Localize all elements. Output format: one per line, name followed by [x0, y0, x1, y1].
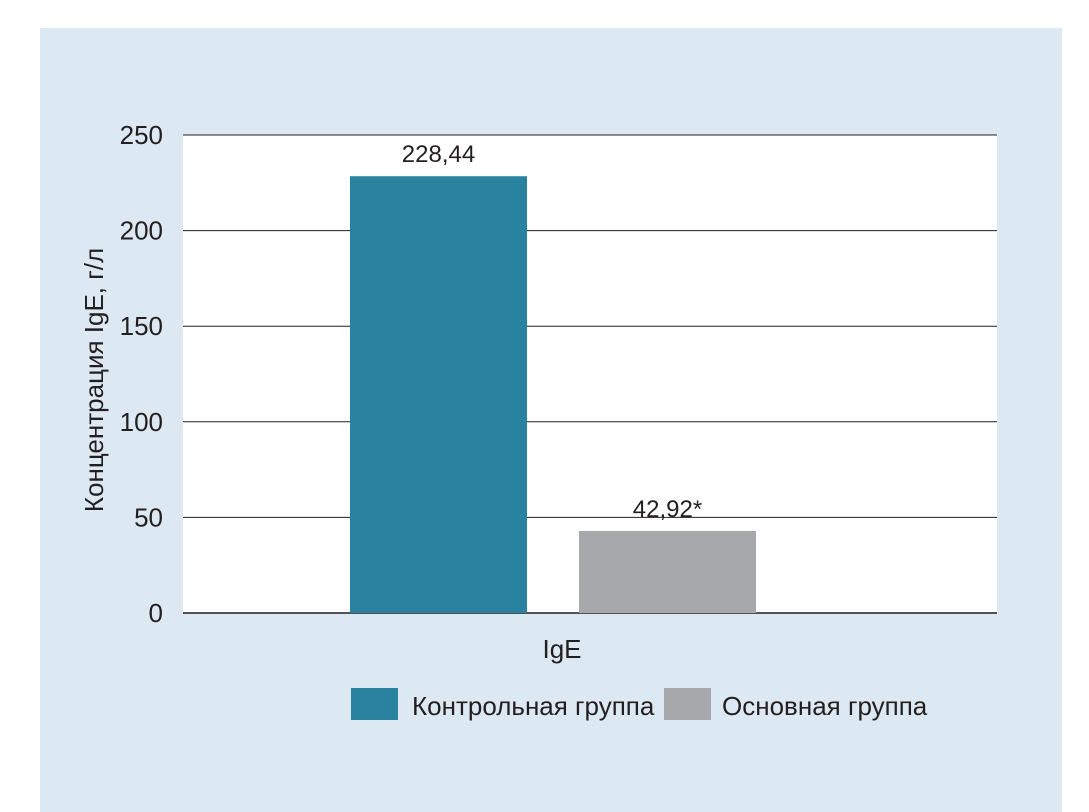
- bars: 228,44 42,92*: [350, 141, 756, 613]
- y-axis-title: Концентрация IgE, г/л: [79, 248, 109, 512]
- y-tick-label: 100: [120, 407, 163, 437]
- bar: [350, 176, 527, 613]
- y-tick-labels: 0 50 100 150 200 250: [120, 120, 163, 628]
- data-label: 42,92*: [633, 496, 702, 523]
- y-tick-label: 200: [120, 216, 163, 246]
- legend-label: Контрольная группа: [412, 691, 655, 721]
- y-tick-label: 0: [149, 598, 163, 628]
- legend-swatch: [664, 688, 711, 720]
- x-category-labels: IgE: [542, 634, 581, 664]
- bar: [579, 530, 756, 613]
- y-tick-label: 50: [134, 502, 163, 532]
- y-tick-label: 250: [120, 120, 163, 150]
- data-label: 228,44: [402, 141, 475, 168]
- legend-swatch: [351, 688, 398, 720]
- legend: Контрольная группа Основная группа: [351, 688, 928, 721]
- x-category-label: IgE: [542, 634, 581, 664]
- legend-label: Основная группа: [722, 691, 928, 721]
- y-tick-label: 150: [120, 311, 163, 341]
